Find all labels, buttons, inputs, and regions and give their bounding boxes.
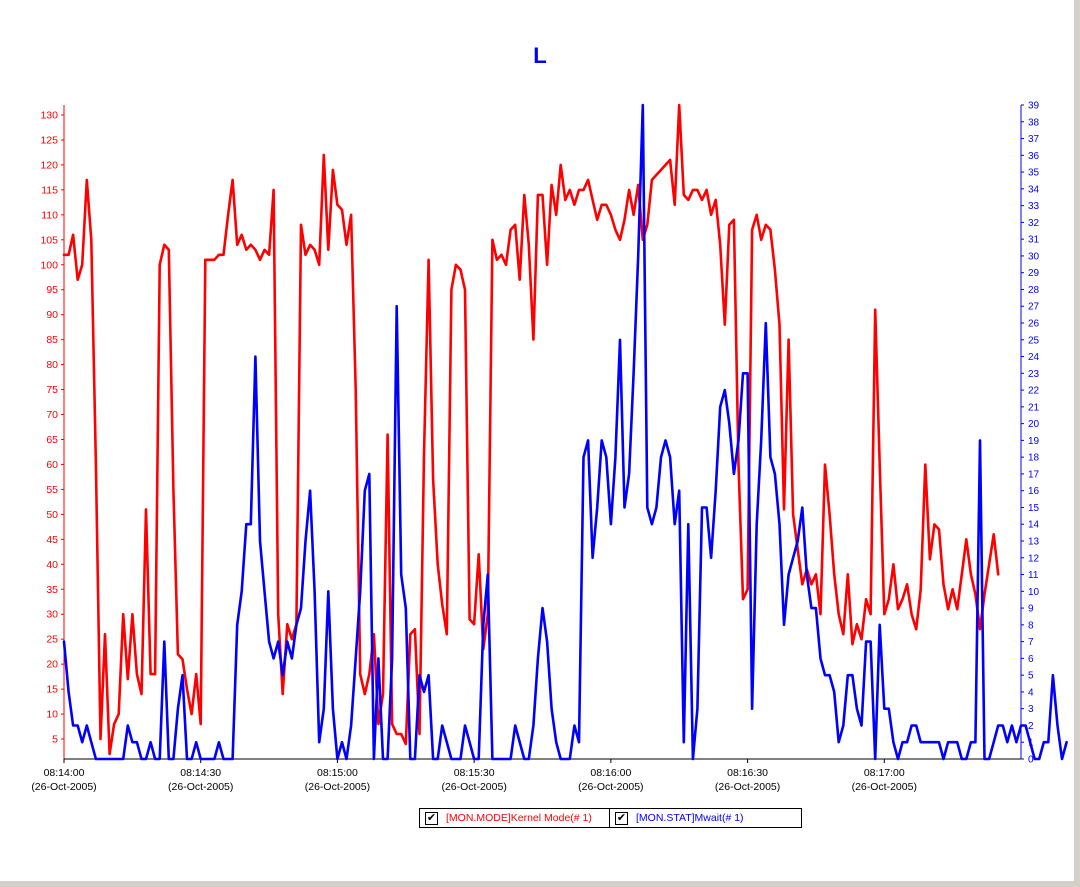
left-y-tick-label: 85 bbox=[46, 334, 58, 346]
left-y-tick-label: 15 bbox=[46, 684, 58, 696]
right-y-tick-label: 9 bbox=[1028, 604, 1034, 615]
left-y-tick-label: 115 bbox=[41, 184, 58, 196]
left-y-tick-label: 80 bbox=[46, 359, 58, 371]
left-y-tick-label: 105 bbox=[40, 234, 58, 246]
x-tick-label-date: (26-Oct-2005) bbox=[578, 781, 643, 793]
x-tick-label-date: (26-Oct-2005) bbox=[31, 781, 96, 793]
right-y-tick-label: 25 bbox=[1028, 335, 1040, 346]
right-y-axis-ticks: 0123456789101112131415161718192021222324… bbox=[1021, 101, 1040, 766]
left-y-tick-label: 100 bbox=[40, 259, 58, 271]
right-y-tick-label: 24 bbox=[1028, 352, 1040, 363]
right-y-tick-label: 12 bbox=[1028, 553, 1040, 564]
legend: ✔ [MON.MODE]Kernel Mode(# 1) ✔ [MON.STAT… bbox=[419, 808, 802, 828]
left-y-tick-label: 30 bbox=[46, 609, 58, 621]
left-y-tick-label: 60 bbox=[46, 459, 58, 471]
right-y-tick-label: 22 bbox=[1028, 386, 1040, 397]
left-y-tick-label: 90 bbox=[46, 309, 58, 321]
right-y-tick-label: 28 bbox=[1028, 285, 1040, 296]
chart-title: L bbox=[533, 43, 546, 68]
x-tick-label-time: 08:16:00 bbox=[590, 767, 631, 779]
right-y-tick-label: 32 bbox=[1028, 218, 1040, 229]
right-y-tick-label: 20 bbox=[1028, 419, 1040, 430]
right-y-tick-label: 23 bbox=[1028, 369, 1040, 380]
right-y-tick-label: 5 bbox=[1028, 671, 1034, 682]
left-y-tick-label: 45 bbox=[46, 534, 58, 546]
legend-item-mwait[interactable]: ✔ [MON.STAT]Mwait(# 1) bbox=[609, 809, 801, 827]
x-tick-label-time: 08:16:30 bbox=[727, 767, 768, 779]
right-y-tick-label: 26 bbox=[1028, 319, 1040, 330]
legend-label-kernel-mode: [MON.MODE]Kernel Mode(# 1) bbox=[446, 812, 592, 824]
x-tick-label-date: (26-Oct-2005) bbox=[441, 781, 506, 793]
right-y-tick-label: 11 bbox=[1028, 570, 1039, 581]
series-layer bbox=[62, 103, 1068, 761]
x-tick-label-time: 08:17:00 bbox=[864, 767, 905, 779]
left-y-tick-label: 40 bbox=[46, 559, 58, 571]
right-y-tick-label: 21 bbox=[1028, 402, 1040, 413]
right-y-tick-label: 30 bbox=[1028, 251, 1040, 262]
series-line-kernel-mode bbox=[62, 103, 1000, 756]
left-y-tick-label: 5 bbox=[52, 734, 58, 746]
right-y-tick-label: 8 bbox=[1028, 620, 1034, 631]
right-y-tick-label: 7 bbox=[1028, 637, 1034, 648]
x-tick-label-time: 08:14:30 bbox=[180, 767, 221, 779]
right-y-tick-label: 37 bbox=[1028, 134, 1040, 145]
right-y-tick-label: 36 bbox=[1028, 151, 1040, 162]
right-y-tick-label: 0 bbox=[1028, 755, 1034, 766]
series-line-mwait bbox=[62, 103, 1068, 761]
left-y-tick-label: 125 bbox=[40, 134, 58, 146]
x-tick-label-date: (26-Oct-2005) bbox=[168, 781, 233, 793]
right-y-tick-label: 38 bbox=[1028, 117, 1040, 128]
legend-label-mwait: [MON.STAT]Mwait(# 1) bbox=[636, 812, 744, 824]
left-y-tick-label: 110 bbox=[41, 209, 58, 221]
left-y-tick-label: 25 bbox=[46, 634, 58, 646]
legend-checkbox-kernel-mode[interactable]: ✔ bbox=[425, 811, 438, 825]
left-y-tick-label: 130 bbox=[40, 109, 58, 121]
left-y-tick-label: 50 bbox=[46, 509, 58, 521]
x-axis-ticks: 08:14:00 (26-Oct-2005) 08:14:30 (26-Oct-200… bbox=[31, 759, 917, 793]
right-y-tick-label: 17 bbox=[1028, 469, 1040, 480]
right-y-tick-label: 6 bbox=[1028, 654, 1034, 665]
right-y-tick-label: 34 bbox=[1028, 184, 1040, 195]
right-y-tick-label: 31 bbox=[1028, 235, 1040, 246]
right-y-tick-label: 2 bbox=[1028, 721, 1034, 732]
legend-checkbox-mwait[interactable]: ✔ bbox=[615, 811, 628, 825]
legend-item-kernel-mode[interactable]: ✔ [MON.MODE]Kernel Mode(# 1) bbox=[420, 809, 609, 827]
right-y-tick-label: 15 bbox=[1028, 503, 1040, 514]
left-y-tick-label: 35 bbox=[46, 584, 58, 596]
x-tick-label-date: (26-Oct-2005) bbox=[305, 781, 370, 793]
right-y-tick-label: 3 bbox=[1028, 704, 1034, 715]
x-tick-label-date: (26-Oct-2005) bbox=[852, 781, 917, 793]
left-y-tick-label: 75 bbox=[46, 384, 58, 396]
right-y-tick-label: 27 bbox=[1028, 302, 1040, 313]
left-y-tick-label: 95 bbox=[46, 284, 58, 296]
right-y-tick-label: 18 bbox=[1028, 453, 1040, 464]
left-y-tick-label: 55 bbox=[46, 484, 58, 496]
left-y-tick-label: 10 bbox=[46, 709, 58, 721]
right-y-tick-label: 14 bbox=[1028, 520, 1040, 531]
right-y-tick-label: 13 bbox=[1028, 537, 1040, 548]
x-tick-label-date: (26-Oct-2005) bbox=[715, 781, 780, 793]
x-tick-label-time: 08:14:00 bbox=[44, 767, 85, 779]
right-y-tick-label: 10 bbox=[1028, 587, 1040, 598]
left-y-axis-ticks: 5 10 15 20 25 30 35 40 45 50 55 60 65 70 75 80 85 90 95 100… bbox=[40, 109, 64, 746]
right-y-tick-label: 4 bbox=[1028, 687, 1034, 698]
left-y-tick-label: 70 bbox=[46, 409, 58, 421]
right-y-tick-label: 35 bbox=[1028, 168, 1040, 179]
right-y-tick-label: 29 bbox=[1028, 268, 1040, 279]
right-y-tick-label: 39 bbox=[1028, 101, 1040, 112]
left-y-tick-label: 20 bbox=[46, 659, 58, 671]
x-tick-label-time: 08:15:00 bbox=[317, 767, 358, 779]
x-tick-label-time: 08:15:30 bbox=[454, 767, 495, 779]
left-y-tick-label: 65 bbox=[46, 434, 58, 446]
right-y-tick-label: 19 bbox=[1028, 436, 1040, 447]
right-y-tick-label: 33 bbox=[1028, 201, 1040, 212]
right-y-tick-label: 16 bbox=[1028, 486, 1040, 497]
left-y-tick-label: 120 bbox=[40, 159, 58, 171]
